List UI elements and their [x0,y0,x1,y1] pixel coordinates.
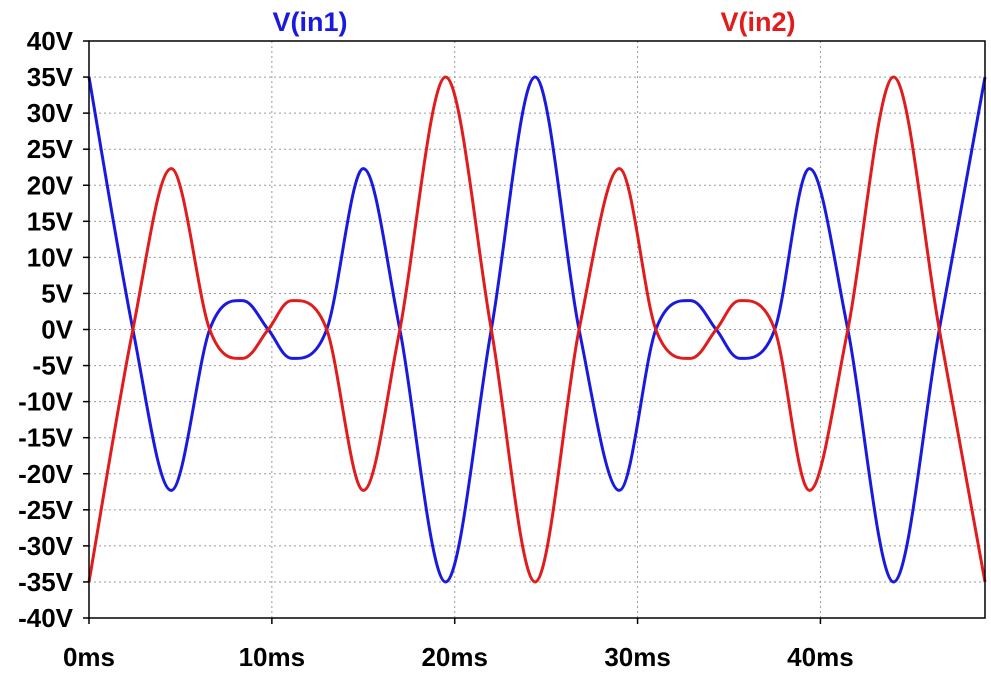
grid [89,41,985,618]
y-tick-label: -5V [33,351,74,381]
y-tick-label: -10V [18,387,74,417]
x-tick-label: 20ms [421,642,488,672]
y-tick-label: 0V [41,315,73,345]
legend-entry: V(in1) [272,7,347,37]
y-tick-label: 5V [41,278,73,308]
y-tick-label: 15V [27,206,74,236]
y-tick-label: 10V [27,242,74,272]
y-tick-label: -15V [18,423,74,453]
y-tick-label: 35V [27,62,74,92]
x-tick-label: 30ms [604,642,671,672]
y-tick-label: 20V [27,170,74,200]
y-tick-label: -30V [18,531,74,561]
y-tick-label: 40V [27,26,74,56]
legend-entry: V(in2) [720,7,795,37]
series-lines [87,75,987,584]
x-tick-label: 10ms [239,642,306,672]
x-axis-tick-labels: 0ms 10ms 20ms 30ms 40ms [63,618,854,672]
x-tick-label: 40ms [787,642,854,672]
series-line-v-in1 [87,75,987,584]
series-line-v-in2 [87,75,987,584]
y-tick-label: -25V [18,495,74,525]
y-axis-tick-labels: 40V 35V 30V 25V 20V 15V 10V 5V 0V -5V -10V -15V -20V… [18,26,89,633]
y-tick-label: -40V [18,603,74,633]
y-tick-label: 30V [27,98,74,128]
x-tick-label: 0ms [63,642,115,672]
y-tick-label: -20V [18,459,74,489]
legend: V(in1) V(in2) [272,7,795,37]
y-tick-label: -35V [18,567,74,597]
y-tick-label: 25V [27,134,74,164]
